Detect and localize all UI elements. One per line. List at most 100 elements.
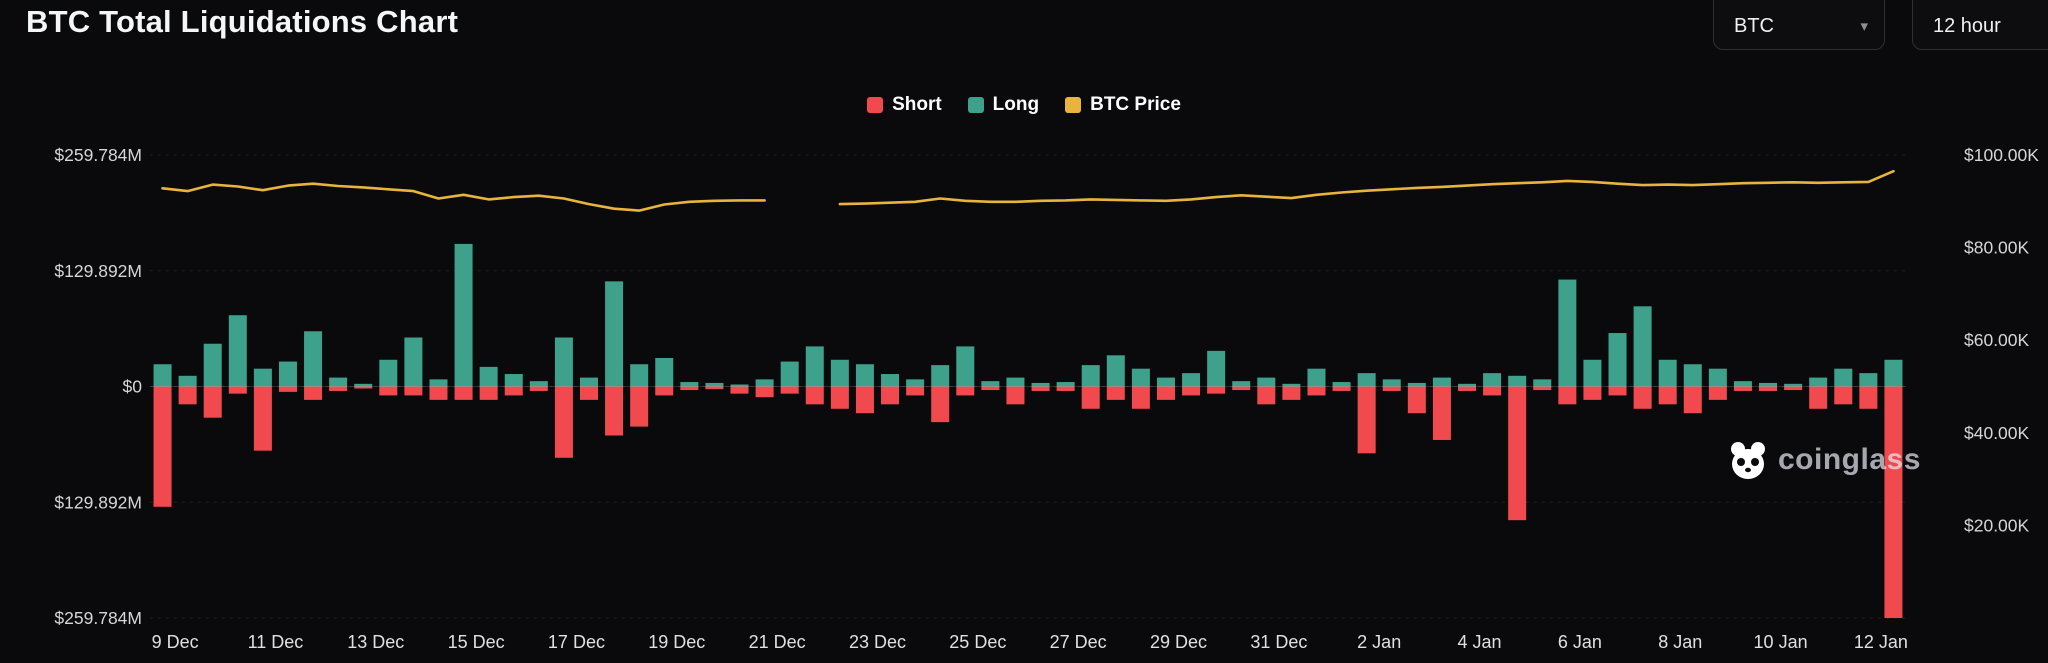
bar-short[interactable] bbox=[881, 386, 900, 405]
bar-long[interactable] bbox=[755, 379, 774, 387]
bar-long[interactable] bbox=[529, 381, 548, 387]
bar-short[interactable] bbox=[504, 386, 523, 396]
bar-short[interactable] bbox=[1759, 386, 1778, 391]
bar-short[interactable] bbox=[479, 386, 498, 400]
bar-long[interactable] bbox=[203, 343, 222, 387]
bar-long[interactable] bbox=[1458, 383, 1476, 387]
bar-long[interactable] bbox=[1232, 381, 1251, 387]
bar-short[interactable] bbox=[1583, 386, 1602, 400]
bar-long[interactable] bbox=[1106, 355, 1125, 387]
bar-short[interactable] bbox=[1884, 386, 1903, 619]
bar-short[interactable] bbox=[1106, 386, 1125, 400]
bar-long[interactable] bbox=[730, 384, 749, 387]
bar-short[interactable] bbox=[228, 386, 247, 394]
bar-short[interactable] bbox=[605, 386, 624, 436]
bar-long[interactable] bbox=[1533, 379, 1552, 387]
bar-long[interactable] bbox=[881, 374, 900, 387]
bar-long[interactable] bbox=[830, 359, 849, 387]
bar-short[interactable] bbox=[178, 386, 197, 405]
bar-short[interactable] bbox=[529, 386, 548, 391]
bar-long[interactable] bbox=[1207, 350, 1226, 387]
bar-short[interactable] bbox=[1834, 386, 1853, 405]
bar-short[interactable] bbox=[805, 386, 824, 405]
bar-short[interactable] bbox=[1432, 386, 1451, 440]
bar-long[interactable] bbox=[1056, 382, 1075, 387]
bar-long[interactable] bbox=[354, 383, 373, 387]
bar-short[interactable] bbox=[1809, 386, 1828, 409]
bar-long[interactable] bbox=[605, 281, 624, 387]
bar-short[interactable] bbox=[1156, 386, 1175, 400]
bar-short[interactable] bbox=[404, 386, 423, 396]
bar-long[interactable] bbox=[228, 315, 247, 387]
bar-long[interactable] bbox=[178, 375, 197, 387]
bar-short[interactable] bbox=[906, 386, 925, 396]
bar-long[interactable] bbox=[304, 331, 323, 387]
bar-long[interactable] bbox=[1784, 383, 1803, 387]
bar-short[interactable] bbox=[554, 386, 573, 458]
bar-short[interactable] bbox=[705, 386, 724, 390]
bar-long[interactable] bbox=[805, 346, 824, 387]
bar-long[interactable] bbox=[1031, 382, 1050, 387]
bar-short[interactable] bbox=[1131, 386, 1150, 409]
bar-short[interactable] bbox=[379, 386, 398, 396]
bar-short[interactable] bbox=[1633, 386, 1652, 409]
bar-short[interactable] bbox=[1207, 386, 1226, 394]
bar-long[interactable] bbox=[329, 377, 348, 387]
bar-short[interactable] bbox=[1081, 386, 1100, 409]
bar-short[interactable] bbox=[780, 386, 799, 394]
bar-short[interactable] bbox=[1282, 386, 1301, 400]
bar-long[interactable] bbox=[1357, 373, 1376, 387]
bar-long[interactable] bbox=[981, 381, 1000, 387]
legend-item-short[interactable]: Short bbox=[867, 94, 942, 116]
bar-short[interactable] bbox=[1733, 386, 1752, 391]
interval-select[interactable]: 12 hour bbox=[1912, 0, 2048, 50]
bar-short[interactable] bbox=[1558, 386, 1577, 405]
bar-long[interactable] bbox=[1633, 306, 1652, 387]
bar-long[interactable] bbox=[253, 368, 272, 387]
bar-short[interactable] bbox=[454, 386, 473, 400]
bar-long[interactable] bbox=[1382, 379, 1401, 387]
bar-short[interactable] bbox=[1332, 386, 1351, 391]
bar-short[interactable] bbox=[1232, 386, 1251, 391]
bar-long[interactable] bbox=[1307, 368, 1326, 387]
bar-short[interactable] bbox=[1407, 386, 1426, 414]
bar-short[interactable] bbox=[1031, 386, 1050, 391]
bar-long[interactable] bbox=[1809, 377, 1828, 387]
bar-long[interactable] bbox=[1683, 364, 1702, 387]
bar-long[interactable] bbox=[1156, 377, 1175, 387]
bar-long[interactable] bbox=[1257, 377, 1276, 387]
bar-long[interactable] bbox=[580, 377, 598, 387]
bar-long[interactable] bbox=[1759, 382, 1778, 387]
bar-short[interactable] bbox=[1357, 386, 1376, 454]
bar-long[interactable] bbox=[153, 364, 172, 387]
bar-short[interactable] bbox=[1257, 386, 1276, 405]
bar-long[interactable] bbox=[504, 374, 523, 387]
bar-long[interactable] bbox=[454, 243, 473, 387]
bar-long[interactable] bbox=[1081, 365, 1100, 387]
bar-long[interactable] bbox=[1432, 377, 1451, 387]
bar-short[interactable] bbox=[304, 386, 323, 400]
bar-short[interactable] bbox=[1784, 386, 1803, 391]
bar-long[interactable] bbox=[404, 337, 423, 387]
bar-long[interactable] bbox=[479, 366, 498, 387]
bar-short[interactable] bbox=[153, 386, 172, 507]
bar-short[interactable] bbox=[1508, 386, 1527, 521]
bar-short[interactable] bbox=[981, 386, 1000, 391]
legend-item-btc-price[interactable]: BTC Price bbox=[1065, 94, 1181, 116]
bar-long[interactable] bbox=[630, 364, 649, 387]
bar-short[interactable] bbox=[1608, 386, 1627, 396]
bar-long[interactable] bbox=[379, 359, 398, 387]
bar-short[interactable] bbox=[329, 386, 348, 391]
bar-short[interactable] bbox=[1307, 386, 1326, 396]
bar-short[interactable] bbox=[1006, 386, 1025, 405]
bar-long[interactable] bbox=[429, 379, 448, 387]
legend-item-long[interactable]: Long bbox=[967, 94, 1039, 116]
bar-short[interactable] bbox=[1708, 386, 1727, 400]
bar-short[interactable] bbox=[1533, 386, 1552, 391]
bar-long[interactable] bbox=[1182, 373, 1201, 387]
bar-long[interactable] bbox=[1508, 375, 1527, 387]
bar-long[interactable] bbox=[1733, 381, 1752, 387]
bar-long[interactable] bbox=[705, 382, 724, 387]
bar-long[interactable] bbox=[1834, 368, 1853, 387]
bar-long[interactable] bbox=[956, 346, 975, 387]
